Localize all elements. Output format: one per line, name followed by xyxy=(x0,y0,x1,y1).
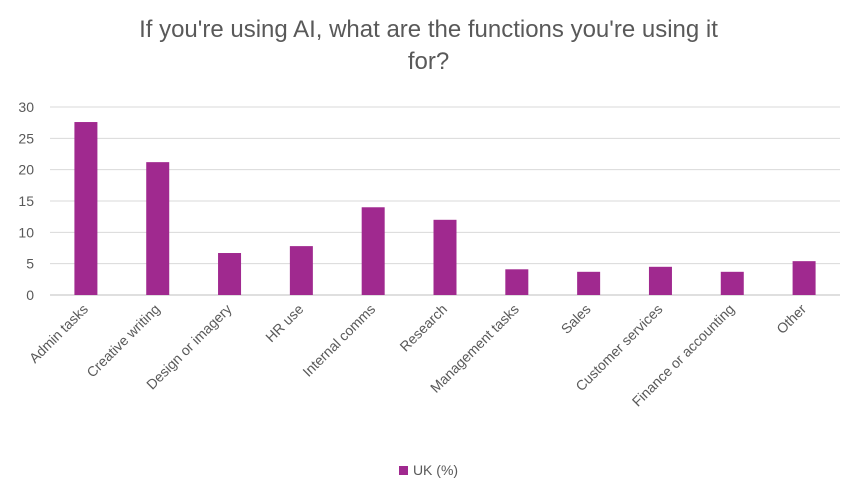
y-tick-label: 25 xyxy=(18,130,34,146)
y-tick-label: 0 xyxy=(26,287,34,303)
x-tick-label: Other xyxy=(773,301,809,337)
legend-swatch xyxy=(398,465,408,475)
bar xyxy=(74,122,98,295)
chart-title: If you're using AI, what are the functio… xyxy=(0,14,857,78)
x-tick-label: Research xyxy=(396,301,450,355)
x-tick-label: Sales xyxy=(558,301,594,337)
bar xyxy=(289,246,313,295)
y-tick-label: 5 xyxy=(26,256,34,272)
bar xyxy=(648,266,672,295)
bar xyxy=(146,162,170,295)
legend-label: UK (%) xyxy=(412,462,459,478)
y-tick-label: 15 xyxy=(18,193,34,209)
bar xyxy=(792,261,816,295)
x-tick-label: HR use xyxy=(262,301,306,345)
y-tick-label: 10 xyxy=(18,224,34,240)
x-tick-label: Admin tasks xyxy=(26,301,91,366)
x-tick-label: Creative writing xyxy=(83,301,163,381)
bar xyxy=(577,271,601,295)
bar xyxy=(361,207,385,295)
bar xyxy=(505,269,529,295)
y-tick-label: 30 xyxy=(18,99,34,115)
y-tick-label: 20 xyxy=(18,162,34,178)
legend: UK (%) xyxy=(0,462,857,478)
chart-title-line-1: If you're using AI, what are the functio… xyxy=(139,16,718,43)
bar xyxy=(433,219,457,295)
x-tick-label: Internal comms xyxy=(299,301,378,380)
bar xyxy=(218,253,242,295)
chart-title-line-2: for? xyxy=(407,48,450,75)
bar xyxy=(720,271,744,295)
